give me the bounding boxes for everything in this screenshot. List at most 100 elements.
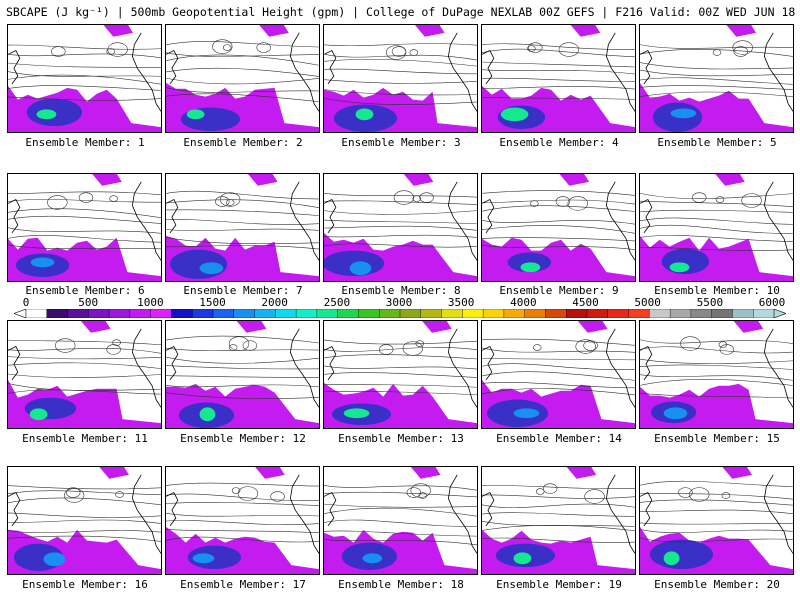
height-contour — [324, 59, 477, 67]
height-contour — [482, 61, 635, 68]
sbcape-map — [482, 25, 635, 132]
sbcape-map — [640, 467, 793, 574]
ensemble-map-panel — [323, 173, 478, 282]
height-contour — [8, 208, 161, 218]
height-contour — [640, 91, 793, 97]
coastline — [289, 474, 319, 554]
height-contour — [575, 339, 596, 354]
height-contour — [482, 358, 635, 361]
height-contour — [640, 77, 793, 85]
colorbar-swatch — [379, 309, 401, 318]
height-contour — [166, 493, 319, 501]
height-contour — [530, 200, 539, 207]
cape-shading — [103, 25, 134, 37]
height-contour — [166, 520, 319, 525]
colorbar-swatch — [275, 309, 297, 318]
coastline — [131, 328, 161, 408]
cape-moderate-shading — [649, 539, 714, 570]
sbcape-map — [8, 321, 161, 428]
height-contour — [8, 85, 161, 91]
colorbar-tick-label: 2000 — [261, 296, 288, 309]
height-contour — [324, 519, 477, 527]
cape-shading — [247, 174, 278, 186]
colorbar-swatch — [690, 309, 713, 318]
height-contour — [640, 509, 793, 515]
colorbar-tick-label: 6000 — [758, 296, 786, 309]
map-title: SBCAPE (J kg⁻¹) | 500mb Geopotential Hei… — [6, 5, 800, 19]
colorbar-tick-label: 4500 — [572, 296, 599, 309]
height-contour — [715, 196, 725, 203]
height-contour — [324, 491, 477, 498]
height-contour — [584, 489, 605, 504]
height-contour — [166, 87, 319, 93]
height-contour — [482, 388, 635, 396]
height-contour — [640, 529, 793, 533]
height-contour — [324, 372, 477, 378]
height-contour — [8, 53, 161, 59]
coastline — [640, 198, 653, 234]
coastline — [8, 198, 21, 234]
cape-shading — [566, 467, 597, 479]
colorbar-swatch — [503, 309, 526, 318]
coastline — [482, 345, 495, 381]
sbcape-map — [482, 321, 635, 428]
height-contour — [78, 192, 94, 203]
height-contour — [8, 62, 161, 68]
height-contour — [324, 43, 477, 47]
sbcape-map — [166, 25, 319, 132]
height-contour — [166, 365, 319, 370]
coastline — [166, 49, 179, 85]
cape-shading — [422, 321, 452, 333]
cape-high-shading — [669, 262, 690, 273]
ensemble-map-panel — [7, 466, 162, 575]
cape-shading — [92, 174, 122, 186]
cape-high-shading — [29, 408, 48, 421]
height-contour — [55, 338, 76, 353]
cape-high-shading — [343, 408, 370, 419]
coastline — [8, 491, 21, 527]
ensemble-map-panel — [165, 466, 320, 575]
height-contour — [8, 215, 161, 224]
height-contour — [166, 41, 319, 48]
ensemble-member-label: Ensemble Member: 12 — [180, 432, 306, 445]
height-contour — [8, 96, 161, 101]
ensemble-map-panel — [639, 173, 794, 282]
colorbar-swatch — [67, 309, 89, 318]
height-contour — [482, 220, 635, 225]
height-contour — [231, 487, 241, 494]
coastline — [166, 345, 179, 381]
ensemble-map-panel — [7, 320, 162, 429]
height-contour — [482, 86, 635, 90]
height-contour — [482, 69, 635, 75]
cape-shading — [403, 174, 434, 186]
cape-high-shading — [513, 408, 540, 419]
colorbar-swatch — [254, 309, 276, 318]
coastline — [289, 328, 319, 408]
height-contour — [106, 344, 121, 355]
coastline — [324, 49, 337, 85]
height-contour — [567, 196, 588, 211]
height-contour — [482, 494, 635, 499]
height-contour — [719, 344, 735, 355]
coastline — [447, 32, 477, 112]
colorbar-swatch — [649, 309, 671, 318]
cape-shading — [570, 25, 601, 37]
height-contour — [8, 389, 161, 395]
coastline — [447, 328, 477, 408]
height-contour — [8, 356, 161, 360]
colorbar-tick-label: 1500 — [199, 296, 226, 309]
height-contour — [324, 384, 477, 388]
height-contour — [640, 493, 793, 500]
height-contour — [640, 339, 793, 344]
height-contour — [324, 530, 477, 537]
sbcape-map — [640, 174, 793, 281]
height-contour — [324, 365, 477, 370]
cape-shading — [236, 321, 267, 333]
cape-shading — [166, 526, 319, 574]
height-contour — [732, 40, 753, 55]
height-contour — [640, 69, 793, 77]
height-contour — [166, 245, 319, 250]
ensemble-member-label: Ensemble Member: 16 — [22, 578, 148, 591]
coastline — [605, 328, 635, 408]
ensemble-member-label: Ensemble Member: 17 — [180, 578, 306, 591]
